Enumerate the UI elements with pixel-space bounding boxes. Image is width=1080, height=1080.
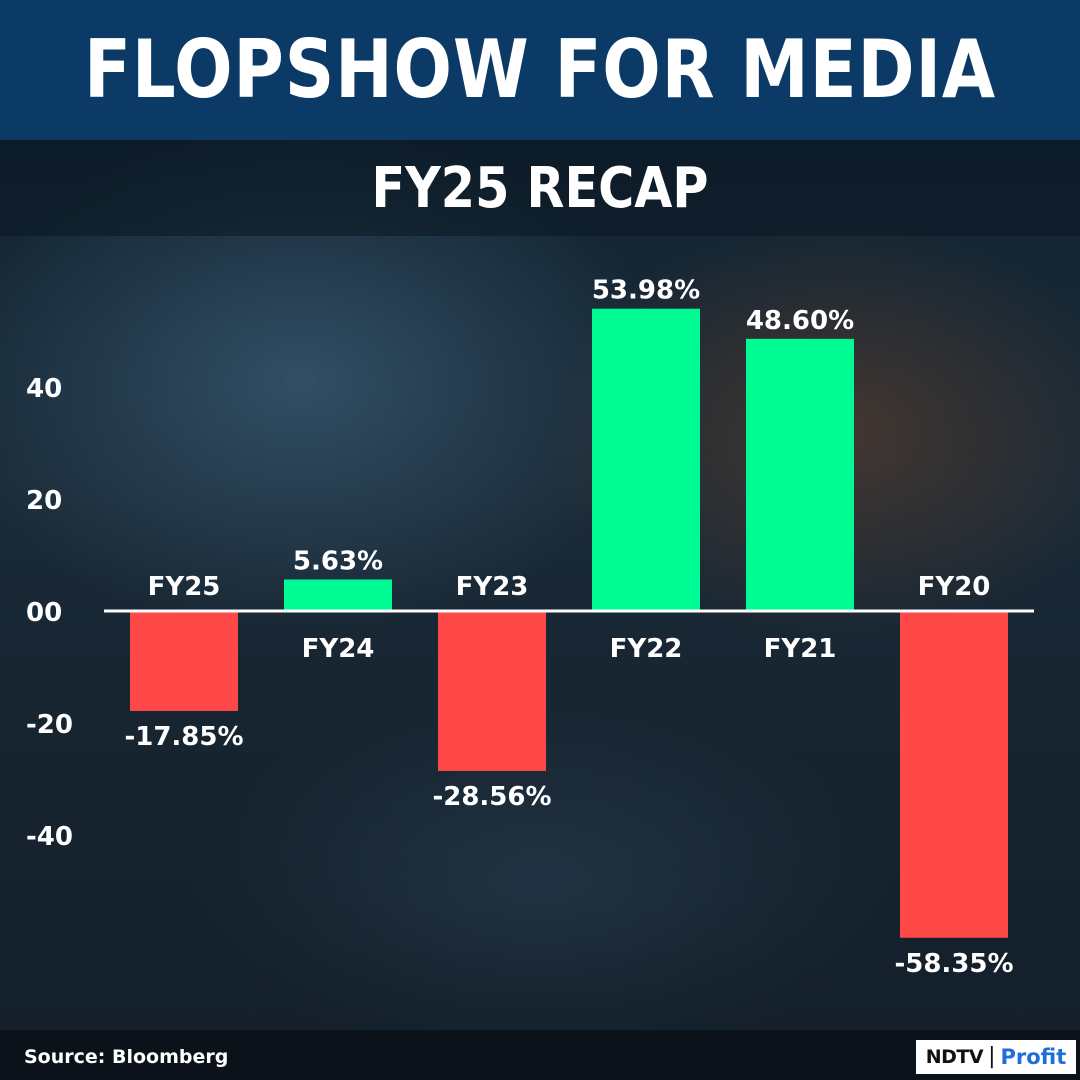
y-tick-label: 40 — [26, 374, 62, 404]
bar-fy23 — [438, 611, 546, 771]
logo-separator: | — [988, 1044, 996, 1069]
y-tick-label: 20 — [26, 486, 62, 516]
y-tick-label: -20 — [26, 710, 73, 740]
y-tick-label: 00 — [26, 598, 62, 628]
bar-fy25 — [130, 611, 238, 711]
data-label: -28.56% — [432, 782, 551, 812]
category-label: FY23 — [456, 572, 529, 602]
category-label: FY21 — [764, 634, 837, 664]
category-label: FY24 — [302, 634, 375, 664]
brand-logo: NDTV | Profit — [916, 1040, 1076, 1074]
logo-ndtv-text: NDTV — [925, 1046, 984, 1068]
page-title: FLOPSHOW FOR MEDIA — [83, 23, 997, 116]
data-label: 5.63% — [293, 546, 383, 576]
data-label: 48.60% — [746, 306, 854, 336]
bar-fy24 — [284, 579, 392, 611]
bar-chart: 40 20 00 -20 -40 -17.85% FY25 5.63% FY24 -28.56% F… — [26, 276, 1034, 979]
data-label: 53.98% — [592, 276, 700, 306]
title-banner: FLOPSHOW FOR MEDIA — [0, 0, 1080, 140]
subtitle-band — [0, 140, 1080, 236]
bar-fy21 — [746, 338, 854, 611]
footer-bar — [0, 1030, 1080, 1080]
category-label: FY22 — [610, 634, 683, 664]
data-label: -17.85% — [124, 722, 243, 752]
source-note: Source: Bloomberg — [24, 1046, 229, 1068]
category-label: FY25 — [148, 572, 221, 602]
data-label: -58.35% — [894, 949, 1013, 979]
bar-fy20 — [900, 611, 1008, 938]
bar-fy22 — [592, 308, 700, 611]
category-label: FY20 — [918, 572, 991, 602]
page-subtitle: FY25 RECAP — [371, 156, 709, 221]
logo-profit-text: Profit — [1000, 1045, 1067, 1069]
y-tick-label: -40 — [26, 822, 73, 852]
